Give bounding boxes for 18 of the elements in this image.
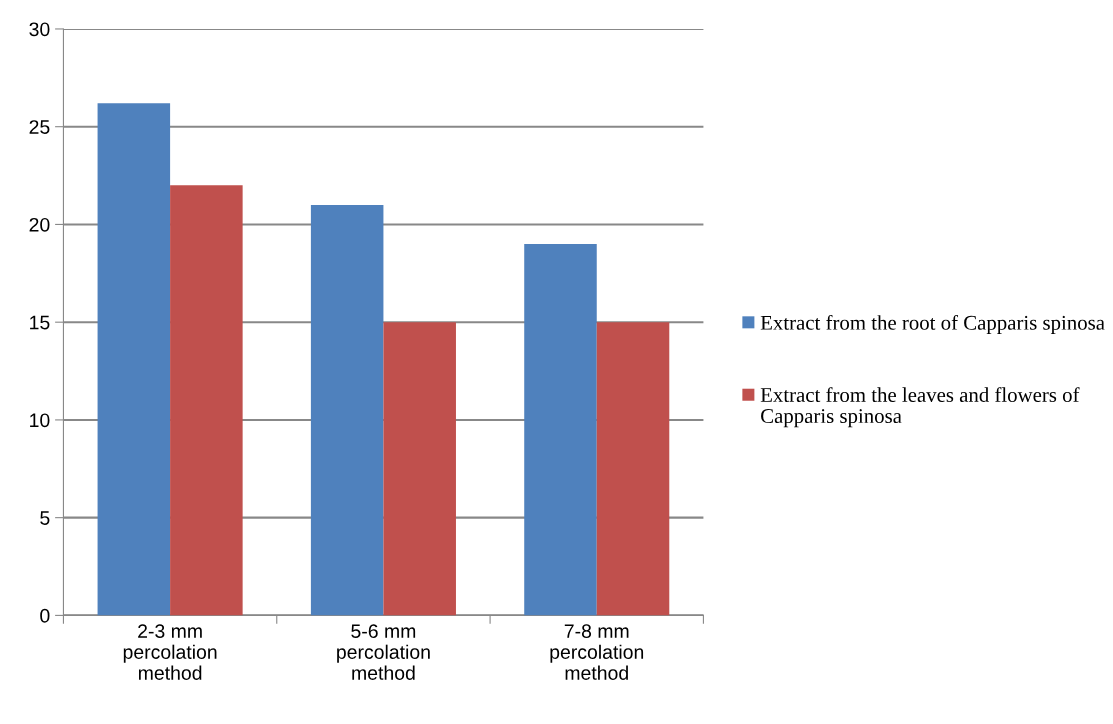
y-tick-label: 30	[29, 22, 50, 37]
bar	[383, 322, 456, 616]
bar	[596, 322, 670, 616]
x-tick-label: 5-6 mm percolation method	[337, 624, 430, 680]
bar	[524, 243, 597, 616]
y-tick-label: 0	[40, 608, 50, 623]
y-tick-label: 5	[40, 511, 50, 525]
y-tick-label: 20	[29, 217, 50, 232]
y-tick-label: 10	[30, 413, 50, 428]
x-tick-label: 2-3 mm percolation method	[123, 624, 217, 680]
legend-label: Extract from the leaves and flowers of Capparis spinosa	[760, 387, 1080, 428]
bar	[310, 204, 384, 616]
y-tick-label: 15	[30, 315, 50, 330]
bar	[97, 103, 171, 616]
x-tick-label: 7-8 mm percolation method	[550, 624, 644, 680]
bar	[170, 185, 243, 616]
y-tick-label: 25	[29, 120, 50, 134]
legend-label: Extract from the root of Capparis spinosa	[760, 314, 1105, 335]
